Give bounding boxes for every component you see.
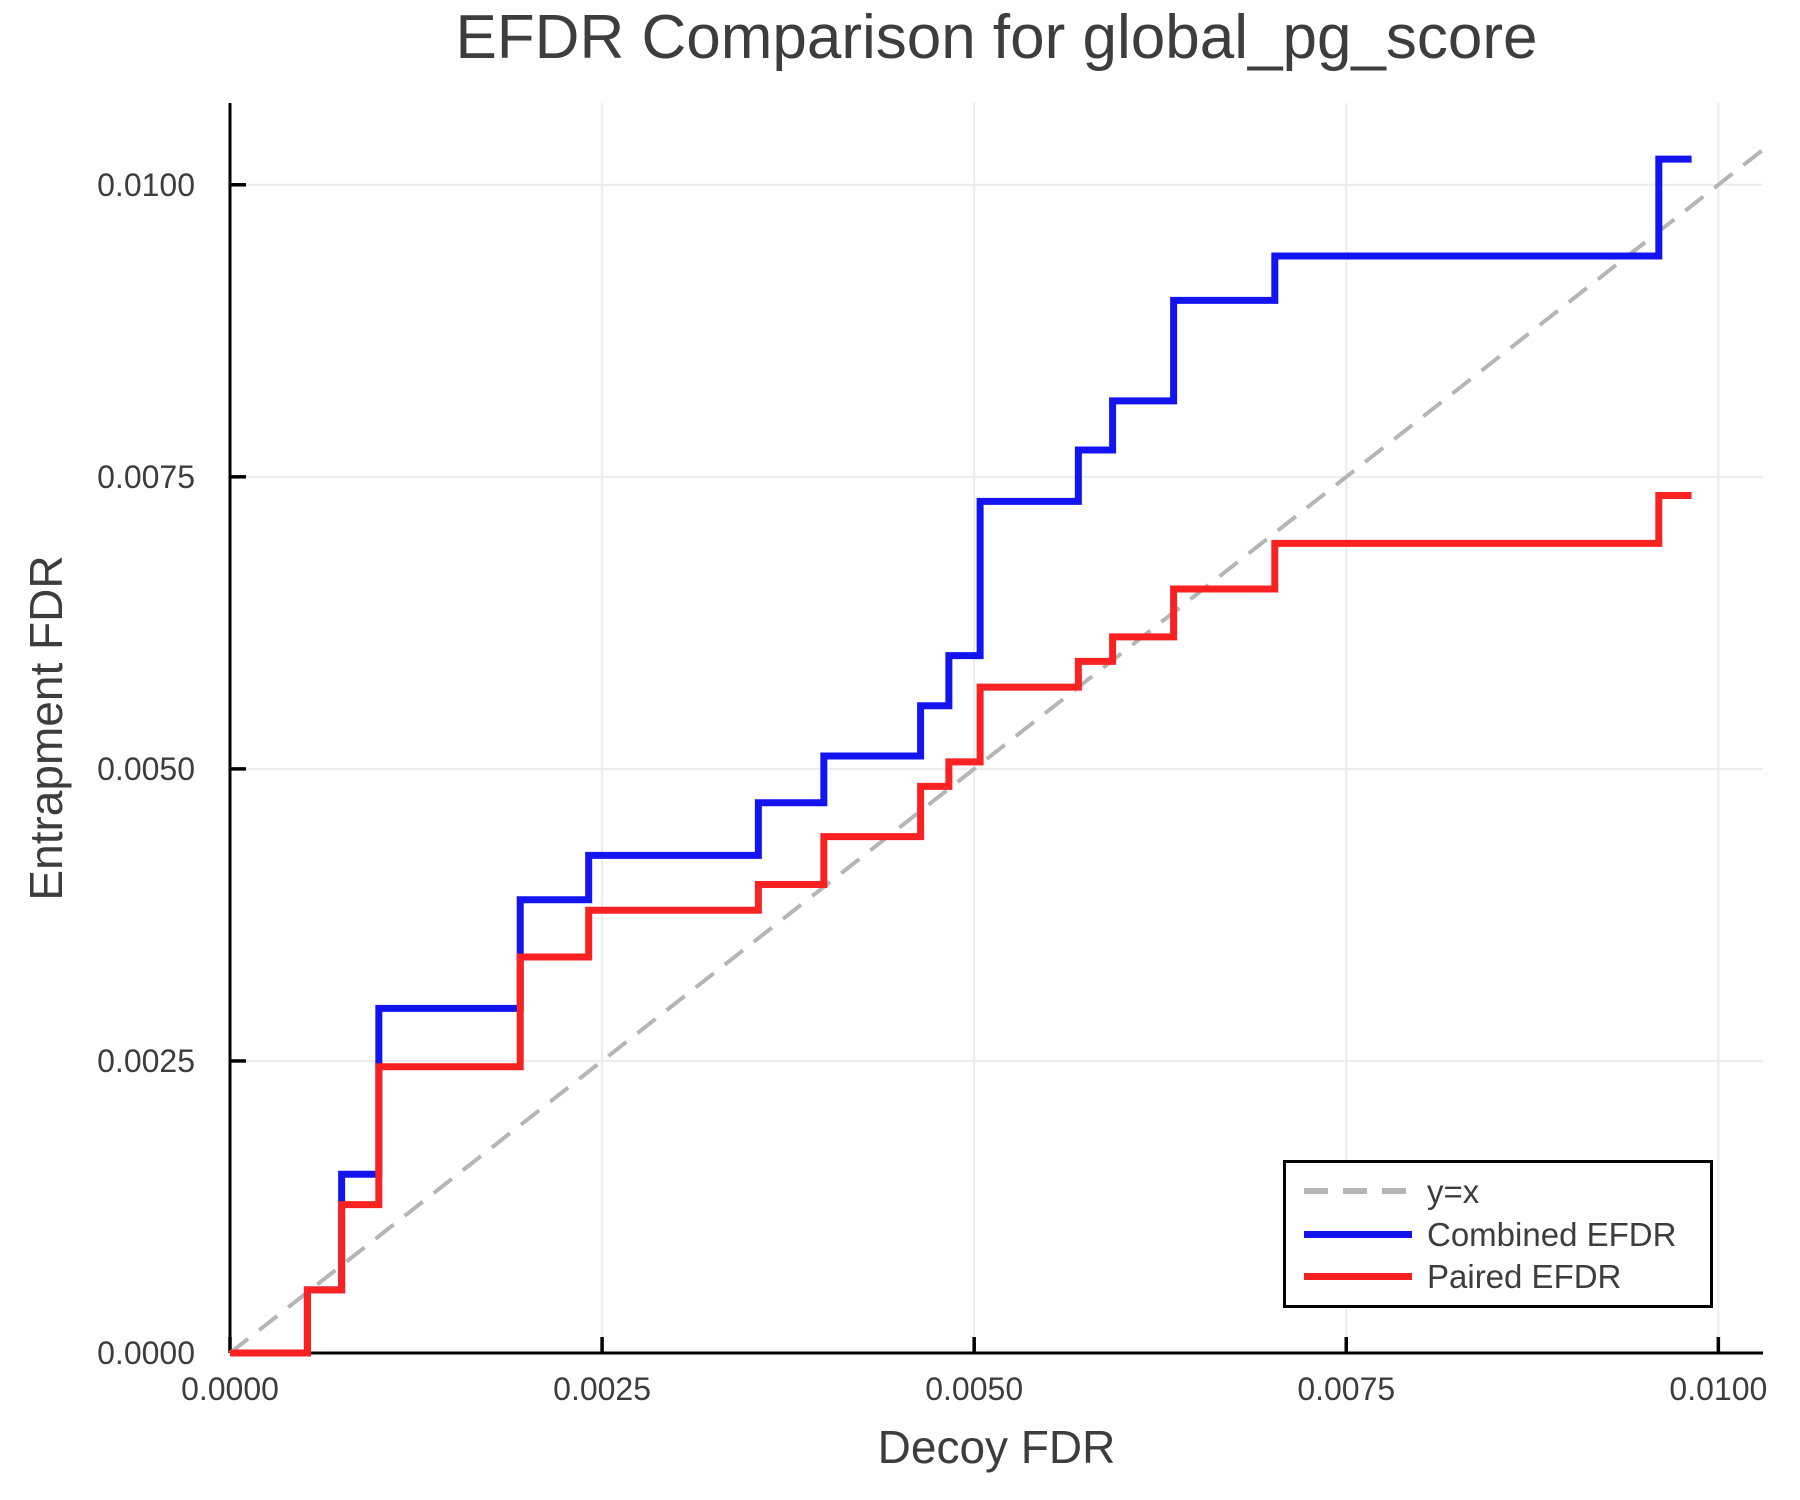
x-tick-label: 0.0075: [1297, 1371, 1395, 1407]
x-axis-label: Decoy FDR: [877, 1421, 1116, 1473]
y-tick-label: 0.0100: [97, 167, 195, 203]
y-tick-label: 0.0025: [97, 1043, 195, 1079]
x-tick-label: 0.0050: [925, 1371, 1023, 1407]
y-tick-label: 0.0075: [97, 459, 195, 495]
chart-title: EFDR Comparison for global_pg_score: [455, 3, 1538, 72]
legend-item-yx: y=x: [1304, 1175, 1710, 1208]
legend: y=x Combined EFDR Paired EFDR: [1283, 1160, 1713, 1308]
x-tick-label: 0.0025: [553, 1371, 651, 1407]
series-paired-efdr: [230, 492, 1692, 1357]
y-tick-label: 0.0000: [97, 1335, 195, 1371]
legend-label: Combined EFDR: [1427, 1215, 1677, 1253]
legend-line-dashed-icon: [1304, 1188, 1412, 1195]
legend-label: Paired EFDR: [1427, 1258, 1622, 1296]
y-tick-label: 0.0050: [97, 751, 195, 787]
legend-item-combined-efdr: Combined EFDR: [1304, 1218, 1710, 1251]
x-tick-label: 0.0100: [1669, 1371, 1767, 1407]
legend-line-blue-icon: [1304, 1230, 1412, 1238]
legend-line-red-icon: [1304, 1273, 1412, 1281]
reference-line-y-equals-x: [228, 148, 1765, 1355]
legend-label: y=x: [1427, 1172, 1480, 1210]
legend-item-paired-efdr: Paired EFDR: [1304, 1260, 1710, 1293]
y-axis-label: Entrapment FDR: [20, 555, 72, 901]
x-tick-label: 0.0000: [181, 1371, 279, 1407]
